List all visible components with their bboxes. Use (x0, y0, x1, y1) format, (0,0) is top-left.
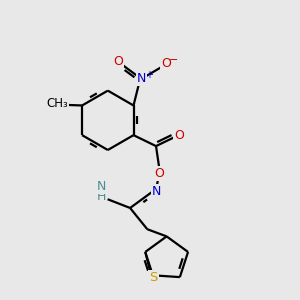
Text: O: O (174, 129, 184, 142)
Text: O: O (161, 57, 171, 70)
Text: +: + (145, 70, 153, 80)
Text: H: H (97, 190, 106, 202)
Text: S: S (149, 271, 158, 284)
Text: −: − (169, 55, 178, 64)
Text: N: N (136, 72, 146, 86)
Text: O: O (154, 167, 164, 180)
Text: CH₃: CH₃ (46, 98, 68, 110)
Text: N: N (152, 184, 161, 198)
Text: N: N (97, 180, 106, 193)
Text: O: O (114, 55, 124, 68)
